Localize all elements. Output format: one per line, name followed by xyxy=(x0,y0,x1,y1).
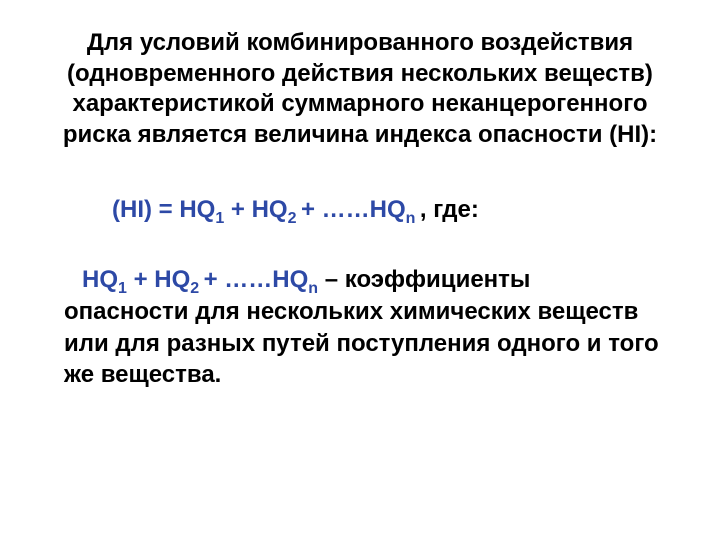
def-p3: + ……HQ xyxy=(204,266,309,293)
def-sub2: 2 xyxy=(190,280,203,297)
formula-sub1: 1 xyxy=(215,210,224,227)
formula-p1: (HI) = HQ xyxy=(112,196,215,223)
def-sub1: 1 xyxy=(118,280,127,297)
intro-paragraph: Для условий комбинированного воздействия… xyxy=(48,28,672,151)
definition-expression: HQ1 + HQ2 + ……HQn xyxy=(82,266,318,293)
formula-line: (HI) = HQ1 + HQ2 + ……HQn , где: xyxy=(112,193,672,227)
formula-p2: + HQ xyxy=(224,196,287,223)
formula-sub2: 2 xyxy=(288,210,301,227)
def-sub3: n xyxy=(308,280,318,297)
def-p2: + HQ xyxy=(127,266,190,293)
formula-tail: , где: xyxy=(420,196,479,223)
formula-sub3: n xyxy=(406,210,420,227)
definition-paragraph: HQ1 + HQ2 + ……HQn – коэффициенты опаснос… xyxy=(64,264,660,391)
formula-expression: (HI) = HQ1 + HQ2 + ……HQn xyxy=(112,196,420,223)
formula-p3: + ……HQ xyxy=(301,196,406,223)
def-p1: HQ xyxy=(82,266,118,293)
